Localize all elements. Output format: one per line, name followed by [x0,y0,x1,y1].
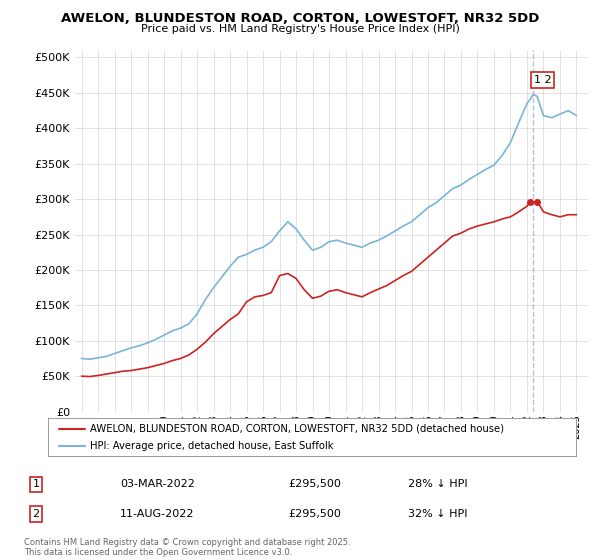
Text: AWELON, BLUNDESTON ROAD, CORTON, LOWESTOFT, NR32 5DD (detached house): AWELON, BLUNDESTON ROAD, CORTON, LOWESTO… [90,423,504,433]
Text: HPI: Average price, detached house, East Suffolk: HPI: Average price, detached house, East… [90,441,334,451]
Text: £295,500: £295,500 [288,479,341,489]
Text: 1 2: 1 2 [534,75,551,85]
Text: 1: 1 [32,479,40,489]
Text: Contains HM Land Registry data © Crown copyright and database right 2025.
This d: Contains HM Land Registry data © Crown c… [24,538,350,557]
Text: £295,500: £295,500 [288,509,341,519]
Text: Price paid vs. HM Land Registry's House Price Index (HPI): Price paid vs. HM Land Registry's House … [140,24,460,34]
Text: 2: 2 [32,509,40,519]
Text: 03-MAR-2022: 03-MAR-2022 [120,479,195,489]
Text: AWELON, BLUNDESTON ROAD, CORTON, LOWESTOFT, NR32 5DD: AWELON, BLUNDESTON ROAD, CORTON, LOWESTO… [61,12,539,25]
Text: 32% ↓ HPI: 32% ↓ HPI [408,509,467,519]
Text: 11-AUG-2022: 11-AUG-2022 [120,509,194,519]
Text: 28% ↓ HPI: 28% ↓ HPI [408,479,467,489]
